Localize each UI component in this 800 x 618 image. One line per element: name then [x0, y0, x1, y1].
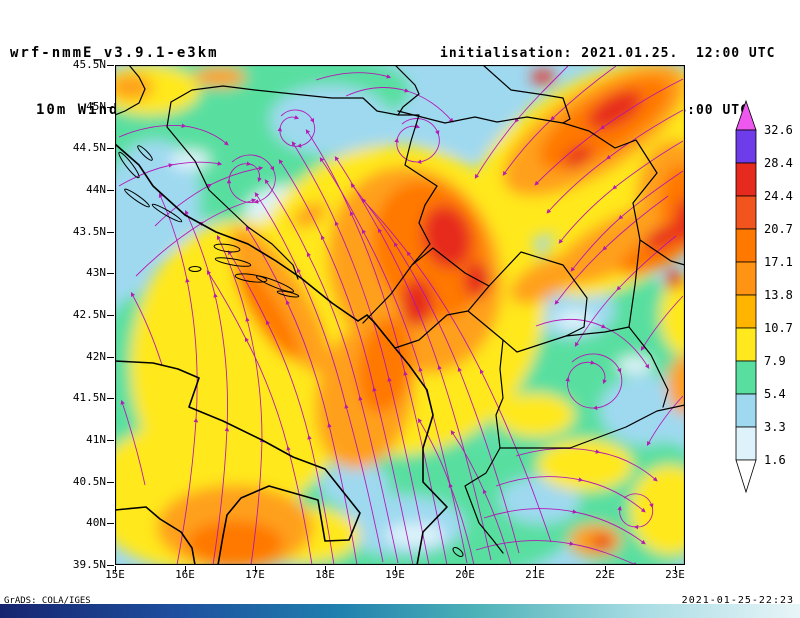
wind-speed-fill — [115, 65, 685, 565]
lat-tick-mark — [107, 440, 114, 441]
lon-tick-mark — [255, 566, 256, 572]
lon-tick-mark — [115, 566, 116, 572]
lat-tick-mark — [107, 148, 114, 149]
lon-tick-mark — [605, 566, 606, 572]
lon-tick-mark — [325, 566, 326, 572]
lat-tick-label: 44.5N — [72, 141, 106, 154]
colorbar-label: 5.4 — [764, 387, 786, 401]
adriatic-islands — [118, 145, 464, 557]
lon-tick-label: 21E — [525, 568, 545, 581]
lat-tick-mark — [107, 190, 114, 191]
lat-tick-label: 41.5N — [72, 391, 106, 404]
colorbar-label: 1.6 — [764, 453, 786, 467]
colorbar-label: 28.4 — [764, 156, 793, 170]
lat-tick-mark — [107, 273, 114, 274]
italy-tyrrhenian-coastline — [115, 506, 196, 565]
colorbar-label: 17.1 — [764, 255, 793, 269]
lat-tick-label: 44N — [86, 183, 106, 196]
generation-timestamp: 2021-01-25-22:23 — [681, 595, 794, 606]
colorbar-label: 20.7 — [764, 222, 793, 236]
croatia-serbia-border — [394, 65, 420, 116]
lon-tick-mark — [395, 566, 396, 572]
macedonia-south-border — [499, 404, 685, 449]
coastlines-and-borders — [115, 65, 685, 565]
serbia-bulgaria-border — [628, 239, 641, 328]
kosovo-border — [467, 251, 588, 353]
wind-map — [114, 64, 686, 566]
colorbar-label: 10.7 — [764, 321, 793, 335]
colorbar-bottom-tail — [735, 459, 757, 494]
italy-coastline — [115, 360, 361, 565]
lat-tick-label: 39.5N — [72, 558, 106, 571]
wind-streamlines — [118, 65, 684, 565]
lon-tick-label: 23E — [665, 568, 685, 581]
map-frame — [114, 64, 686, 566]
lon-tick-mark — [185, 566, 186, 572]
colorbar — [735, 100, 757, 494]
lon-tick-mark — [675, 566, 676, 572]
lon-tick-label: 16E — [175, 568, 195, 581]
slovenia-croatia-border — [115, 65, 146, 116]
lat-tick-mark — [107, 482, 114, 483]
lat-tick-label: 45N — [86, 100, 106, 113]
lat-tick-label: 42N — [86, 350, 106, 363]
lat-tick-label: 43.5N — [72, 225, 106, 238]
lon-tick-label: 20E — [455, 568, 475, 581]
lat-tick-mark — [107, 315, 114, 316]
lon-tick-label: 22E — [595, 568, 615, 581]
bosnia-border — [166, 85, 438, 324]
lat-tick-mark — [107, 398, 114, 399]
colorbar-top-arrow — [735, 100, 757, 131]
lat-tick-mark — [107, 65, 114, 66]
colorbar-label: 13.8 — [764, 288, 793, 302]
lat-tick-mark — [107, 107, 114, 108]
colorbar-label: 24.4 — [764, 189, 793, 203]
model-name: wrf-nmmE_v3.9.1-e3km — [10, 45, 219, 61]
colorbar-label: 7.9 — [764, 354, 786, 368]
colorbar-label: 3.3 — [764, 420, 786, 434]
lat-tick-label: 43N — [86, 266, 106, 279]
lat-tick-mark — [107, 357, 114, 358]
colorbar-label: 32.6 — [764, 123, 793, 137]
lon-tick-label: 17E — [245, 568, 265, 581]
grads-credit: GrADS: COLA/IGES — [4, 596, 91, 606]
lat-tick-label: 45.5N — [72, 58, 106, 71]
lat-tick-label: 41N — [86, 433, 106, 446]
footer-gradient-bar — [0, 604, 800, 618]
lat-tick-mark — [107, 232, 114, 233]
lon-tick-label: 18E — [315, 568, 335, 581]
adriatic-east-coastline — [115, 143, 448, 565]
lat-tick-mark — [107, 565, 114, 566]
lat-tick-label: 42.5N — [72, 308, 106, 321]
montenegro-border — [394, 247, 490, 349]
lat-tick-label: 40.5N — [72, 475, 106, 488]
lon-tick-label: 15E — [105, 568, 125, 581]
lat-tick-mark — [107, 523, 114, 524]
danube-river — [397, 110, 564, 124]
initialisation-label: initialisation: 2021.01.25. 12:00 UTC — [440, 46, 776, 61]
lon-tick-mark — [465, 566, 466, 572]
lon-tick-label: 19E — [385, 568, 405, 581]
macedonia-north-border — [565, 326, 669, 408]
lat-tick-label: 40N — [86, 516, 106, 529]
albania-east-border — [464, 339, 504, 554]
serbia-romania-bulgaria-border — [482, 65, 685, 266]
lon-tick-mark — [535, 566, 536, 572]
